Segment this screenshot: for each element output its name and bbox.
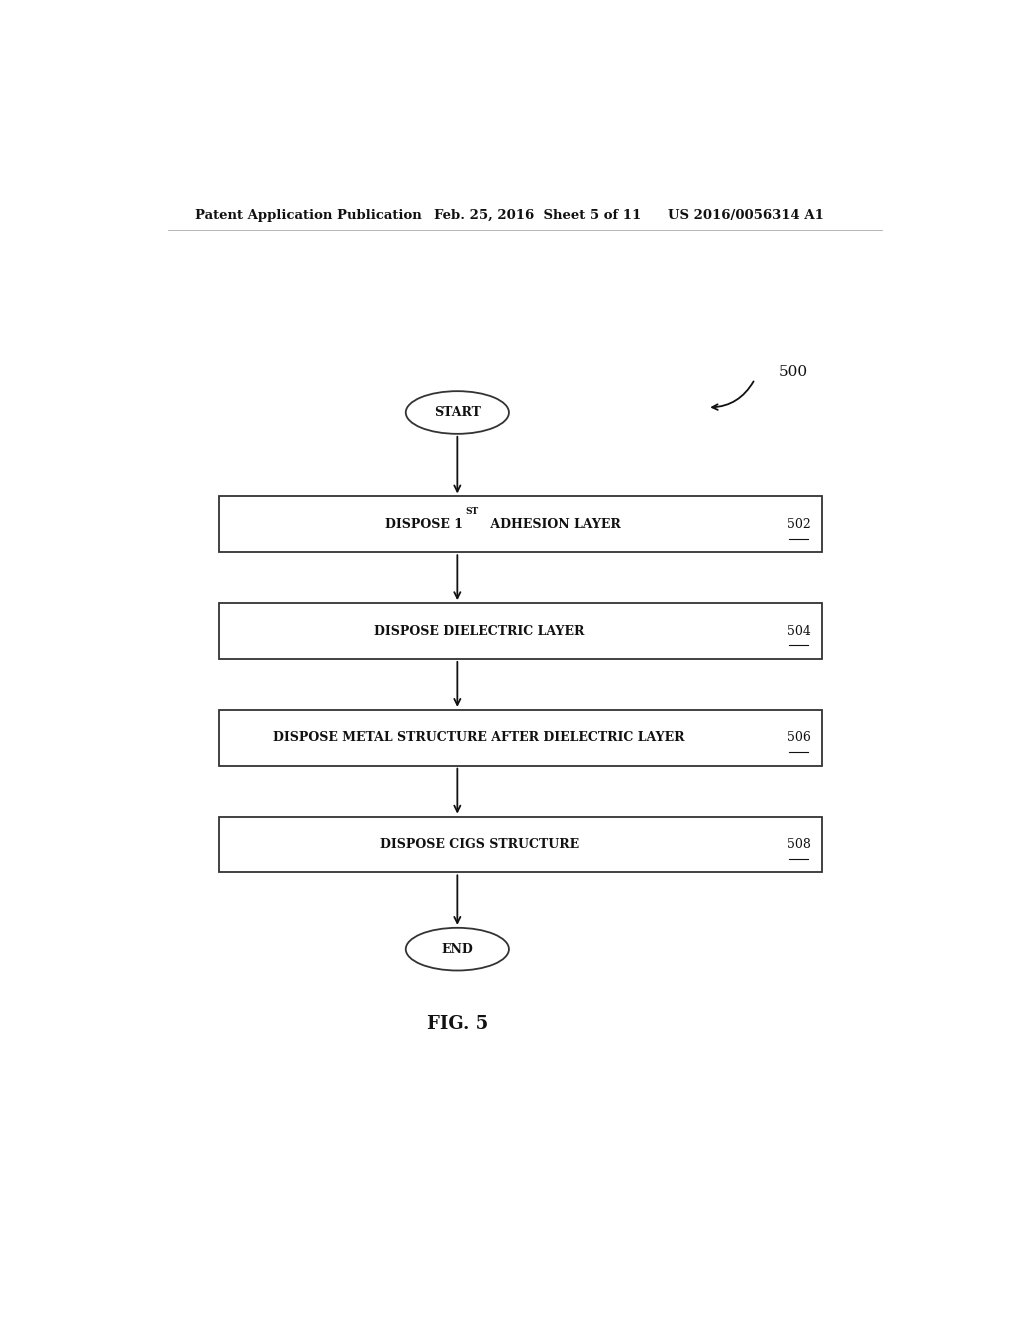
FancyBboxPatch shape (219, 603, 822, 659)
FancyBboxPatch shape (219, 496, 822, 552)
Text: 504: 504 (786, 624, 811, 638)
Text: 502: 502 (786, 517, 810, 531)
Text: 508: 508 (786, 838, 811, 851)
Text: DISPOSE CIGS STRUCTURE: DISPOSE CIGS STRUCTURE (380, 838, 579, 851)
Text: DISPOSE METAL STRUCTURE AFTER DIELECTRIC LAYER: DISPOSE METAL STRUCTURE AFTER DIELECTRIC… (273, 731, 685, 744)
FancyBboxPatch shape (219, 817, 822, 873)
Text: ADHESION LAYER: ADHESION LAYER (485, 517, 621, 531)
FancyBboxPatch shape (219, 710, 822, 766)
Text: START: START (434, 407, 481, 418)
Text: Feb. 25, 2016  Sheet 5 of 11: Feb. 25, 2016 Sheet 5 of 11 (433, 209, 641, 222)
Text: FIG. 5: FIG. 5 (427, 1015, 488, 1034)
Text: 500: 500 (778, 364, 808, 379)
Text: ST: ST (465, 507, 478, 516)
Text: 506: 506 (786, 731, 811, 744)
Text: US 2016/0056314 A1: US 2016/0056314 A1 (668, 209, 823, 222)
Text: END: END (441, 942, 473, 956)
Text: DISPOSE DIELECTRIC LAYER: DISPOSE DIELECTRIC LAYER (374, 624, 585, 638)
Text: Patent Application Publication: Patent Application Publication (196, 209, 422, 222)
Text: DISPOSE 1: DISPOSE 1 (385, 517, 463, 531)
